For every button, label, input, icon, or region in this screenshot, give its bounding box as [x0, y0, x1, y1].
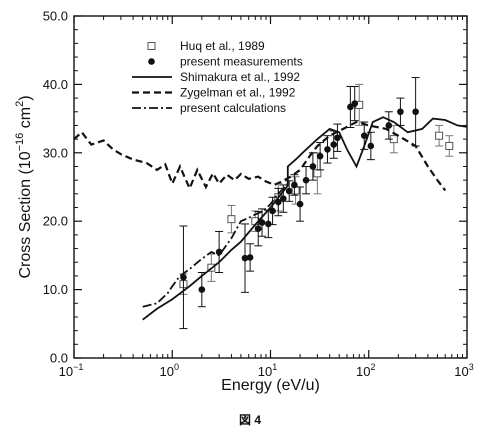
data-point-circle: [269, 207, 276, 215]
legend-item: Huq et al., 1989: [147, 39, 265, 53]
figure-caption: 図 4: [239, 413, 261, 427]
ticks-layer: 0.0 10.0 20.0 30.0 40.0 50.0 10−1 100 101 102 103: [43, 9, 474, 380]
y-tick-label: 30.0: [43, 145, 68, 160]
legend: Huq et al., 1989 present measurementsShim…: [132, 39, 303, 115]
legend-label: Zygelman et al., 1992: [180, 86, 296, 100]
data-point-circle: [246, 254, 254, 261]
data-point-circle: [198, 286, 206, 293]
x-tick-label: 102: [356, 362, 375, 379]
data-point-square: [435, 131, 444, 140]
data-point-circle: [324, 146, 331, 153]
series-layer: [74, 77, 467, 330]
data-point-circle: [316, 152, 324, 160]
x-tick-label: 103: [454, 362, 473, 379]
legend-square-sample: [147, 42, 156, 50]
y-tick-label: 20.0: [43, 214, 68, 229]
data-point-circle: [330, 141, 338, 148]
legend-item: present calculations: [132, 101, 286, 115]
data-point-circle: [397, 108, 404, 116]
data-point-circle: [334, 134, 341, 142]
y-tick-label: 40.0: [43, 77, 68, 92]
data-point-square: [313, 169, 322, 178]
data-point-circle: [285, 187, 293, 195]
x-tick-label: 10−1: [59, 362, 84, 379]
data-point-circle: [309, 163, 317, 170]
data-point-circle: [367, 142, 375, 150]
data-point-circle: [291, 181, 298, 189]
series-3: [74, 120, 447, 192]
data-point-square: [227, 215, 236, 224]
data-point-circle: [258, 219, 266, 226]
series-4: [142, 182, 289, 308]
data-point-circle: [351, 100, 359, 107]
y-tick-label: 50.0: [43, 9, 68, 24]
data-point-circle: [385, 122, 393, 129]
legend-item: Zygelman et al., 1992: [132, 86, 296, 100]
data-point-square: [445, 141, 454, 150]
legend-label: present calculations: [180, 101, 286, 115]
x-tick-label: 100: [160, 362, 179, 379]
data-point-circle: [302, 176, 310, 184]
data-point-circle: [215, 248, 223, 256]
data-point-circle: [296, 200, 304, 208]
data-point-circle: [412, 108, 419, 116]
y-tick-label: 0.0: [50, 351, 68, 366]
series-line: [142, 182, 289, 308]
y-axis-label: Cross Section (10−16 cm2): [14, 95, 34, 278]
series-0: [179, 83, 454, 295]
legend-label: Shimakura et al., 1992: [180, 70, 300, 84]
series-2: [142, 116, 467, 321]
legend-label: Huq et al., 1989: [180, 39, 265, 53]
data-point-circle: [254, 225, 262, 233]
series-line: [74, 120, 447, 192]
data-point-circle: [241, 254, 249, 262]
data-point-circle: [280, 195, 287, 202]
series-1: [179, 77, 420, 330]
legend-item: present measurements: [148, 55, 303, 69]
legend-item: Shimakura et al., 1992: [132, 70, 300, 84]
series-line: [142, 116, 467, 321]
x-tick-label: 101: [258, 362, 277, 379]
x-axis-label: Energy (eV/u): [221, 377, 320, 394]
data-point-circle: [360, 132, 368, 139]
legend-label: present measurements: [180, 55, 303, 69]
y-tick-label: 10.0: [43, 282, 68, 297]
legend-circle-sample: [148, 58, 155, 65]
data-point-circle: [265, 220, 272, 228]
